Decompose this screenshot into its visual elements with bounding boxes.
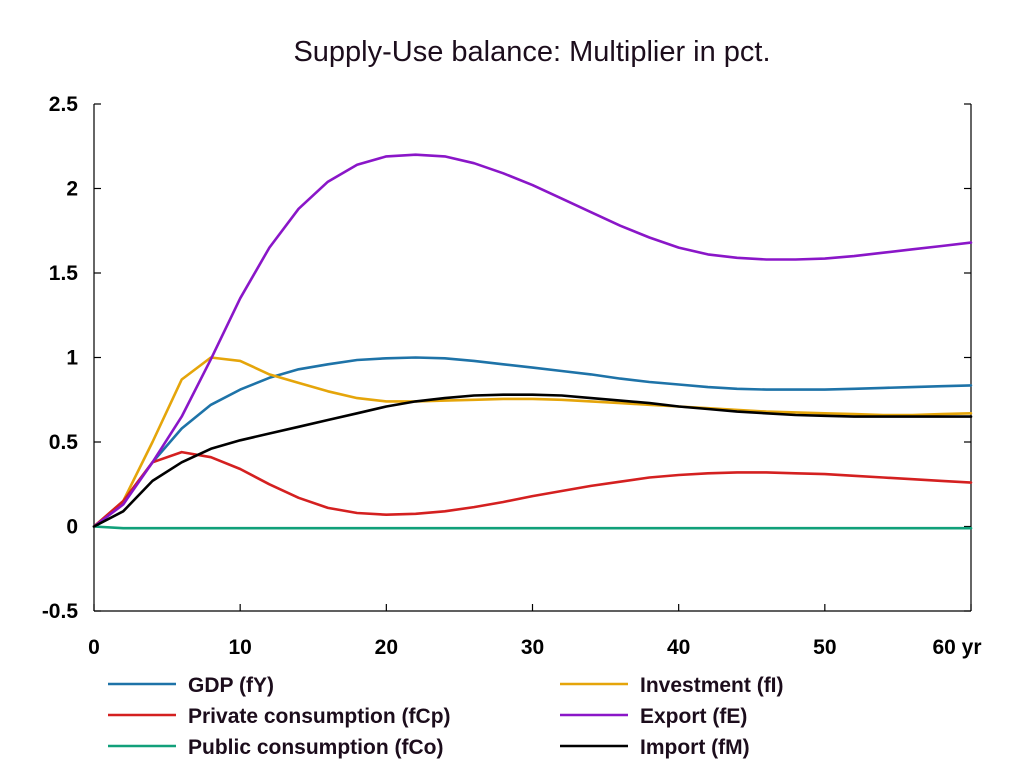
y-tick-label: 2.5 <box>49 93 79 116</box>
x-tick-label: 50 <box>813 636 836 659</box>
y-tick-label: 1 <box>66 347 78 370</box>
y-tick-label: 1.5 <box>49 262 79 285</box>
legend: GDP (fY) Investment (fI) Private consumpti… <box>108 674 784 759</box>
series-line <box>92 356 973 528</box>
legend-label: GDP (fY) <box>188 674 274 697</box>
y-tick-label: 2 <box>66 178 78 201</box>
legend-label: Investment (fI) <box>640 674 784 697</box>
legend-label: Import (fM) <box>640 736 750 759</box>
legend-label: Public consumption (fCo) <box>188 736 443 759</box>
x-tick-label: 30 <box>521 636 544 659</box>
x-tick-label: 10 <box>228 636 251 659</box>
x-tick-label: 20 <box>375 636 398 659</box>
y-tick-label: -0.5 <box>42 600 79 623</box>
x-tick-label: 40 <box>667 636 690 659</box>
series-line <box>92 393 973 528</box>
x-tick-label: 60 yr <box>932 636 981 659</box>
plot-area: -0.5 0 0.5 1 1.5 2 2.5 0 10 20 30 40 50 60 yr <box>42 93 982 659</box>
series-line <box>92 356 973 528</box>
chart-title: Supply-Use balance: Multiplier in pct. <box>293 36 770 68</box>
y-tick-label: 0 <box>66 516 78 539</box>
x-tick-label: 0 <box>88 636 100 659</box>
legend-label: Export (fE) <box>640 705 747 728</box>
series-line <box>92 450 973 528</box>
series-line <box>92 153 973 528</box>
legend-label: Private consumption (fCp) <box>188 705 451 728</box>
series-line <box>92 525 973 530</box>
y-tick-label: 0.5 <box>49 431 79 454</box>
